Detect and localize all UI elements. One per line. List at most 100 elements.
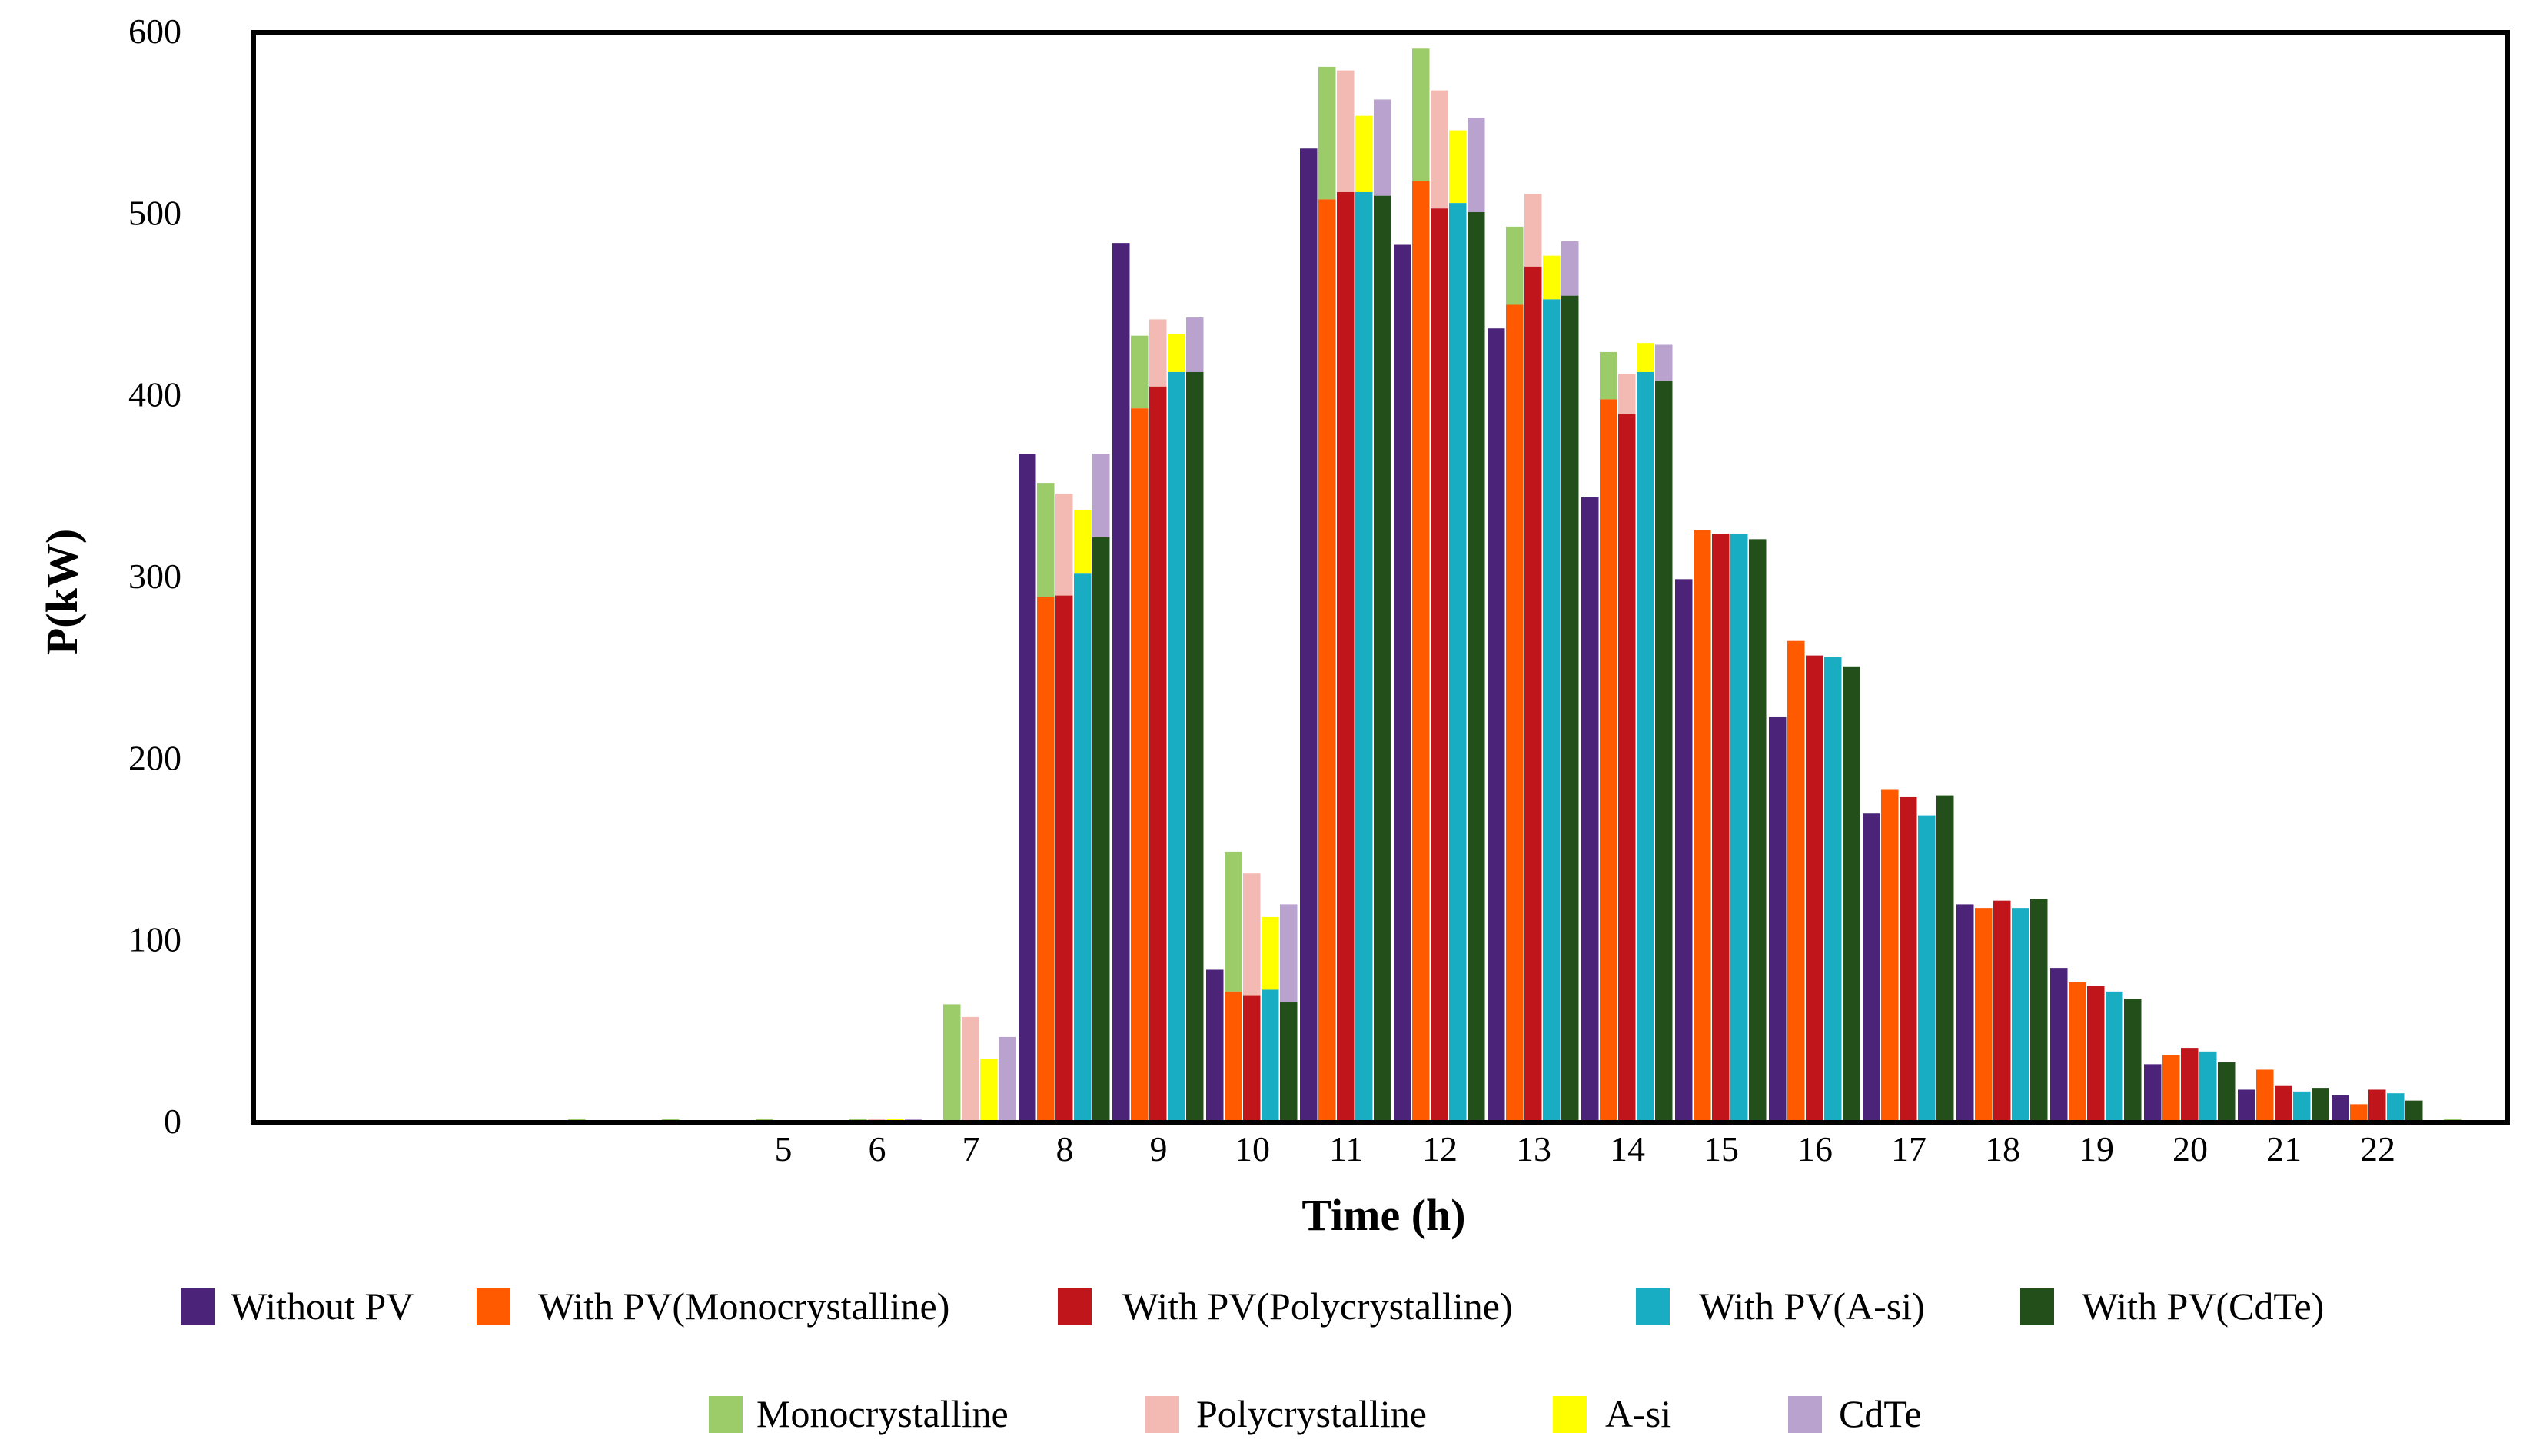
x-tick-label: 21 — [2266, 1129, 2302, 1168]
x-tick-label: 13 — [1516, 1129, 1551, 1168]
pv-bar-a-si-7 — [980, 1059, 998, 1122]
legend-swatch-cdte — [1788, 1396, 1822, 1433]
pv-bar-a-si-10 — [1262, 916, 1279, 990]
pv-bar-monocrystalline-12 — [1412, 48, 1430, 181]
bar-with-pv-polycrystalline-17 — [1900, 796, 1917, 1122]
pv-bar-cdte-12 — [1468, 118, 1485, 212]
bar-with-pv-cdte-20 — [2218, 1062, 2236, 1122]
bar-without-pv-9 — [1112, 243, 1130, 1122]
bar-without-pv-22 — [2332, 1095, 2349, 1122]
bar-with-pv-a-si-13 — [1543, 299, 1561, 1122]
pv-bar-monocrystalline-8 — [1037, 483, 1055, 597]
bar-with-pv-cdte-19 — [2124, 999, 2142, 1122]
pv-bar-monocrystalline-13 — [1506, 226, 1524, 305]
bar-with-pv-cdte-9 — [1186, 371, 1204, 1122]
bar-with-pv-a-si-9 — [1168, 371, 1185, 1122]
bar-with-pv-monocrystalline-20 — [2162, 1055, 2180, 1122]
pv-bar-cdte-10 — [1280, 904, 1298, 1003]
pv-bar-a-si-9 — [1168, 334, 1185, 372]
y-tick-label: 0 — [164, 1102, 181, 1141]
bar-without-pv-20 — [2144, 1064, 2162, 1122]
x-tick-labels: 5 6 7 8 9 10 11 12 13 14 15 16 17 18 19 20 21 22 — [775, 1129, 2396, 1168]
bar-without-pv-18 — [1956, 904, 1974, 1122]
legend-swatch-monocrystalline — [709, 1396, 743, 1433]
bar-without-pv-8 — [1019, 454, 1036, 1122]
legend-swatch-a-si — [1553, 1396, 1587, 1433]
pv-bar-polycrystalline-11 — [1337, 70, 1355, 192]
bar-with-pv-cdte-16 — [1843, 666, 1860, 1122]
y-tick-label: 600 — [128, 12, 181, 51]
bar-with-pv-monocrystalline-18 — [1975, 908, 1993, 1122]
x-tick-label: 12 — [1422, 1129, 1458, 1168]
legend-label-polycrystalline: Polycrystalline — [1196, 1392, 1427, 1435]
x-tick-label: 7 — [962, 1129, 980, 1168]
x-tick-label: 18 — [1985, 1129, 2020, 1168]
bar-without-pv-10 — [1206, 969, 1224, 1122]
bar-with-pv-cdte-11 — [1374, 195, 1391, 1123]
legend-label-a-si: A-si — [1605, 1392, 1671, 1435]
pv-bar-cdte-7 — [999, 1036, 1016, 1122]
bar-with-pv-polycrystalline-9 — [1149, 386, 1167, 1123]
bar-with-pv-monocrystalline-16 — [1787, 640, 1805, 1122]
x-tick-label: 16 — [1797, 1129, 1833, 1168]
bar-with-pv-monocrystalline-19 — [2069, 982, 2086, 1122]
bar-without-pv-14 — [1581, 497, 1599, 1122]
bar-with-pv-a-si-8 — [1074, 573, 1092, 1122]
x-tick-label: 8 — [1056, 1129, 1074, 1168]
bar-with-pv-cdte-14 — [1655, 381, 1673, 1122]
bar-with-pv-polycrystalline-12 — [1431, 208, 1448, 1122]
bar-with-pv-polycrystalline-19 — [2087, 986, 2105, 1122]
bar-with-pv-monocrystalline-13 — [1506, 304, 1524, 1122]
bar-with-pv-cdte-12 — [1468, 211, 1485, 1123]
legend-label-with-pv-a-si: With PV(A-si) — [1699, 1285, 1925, 1328]
x-tick-label: 14 — [1610, 1129, 1645, 1168]
bar-with-pv-polycrystalline-20 — [2181, 1048, 2199, 1122]
pv-bar-cdte-8 — [1092, 454, 1110, 538]
pv-bar-a-si-13 — [1543, 255, 1561, 300]
bar-with-pv-a-si-20 — [2199, 1051, 2217, 1122]
legend-label-without-pv: Without PV — [231, 1285, 414, 1328]
y-tick-label: 100 — [128, 920, 181, 959]
bar-with-pv-monocrystalline-9 — [1131, 408, 1149, 1122]
x-tick-label: 22 — [2360, 1129, 2395, 1168]
bar-with-pv-monocrystalline-12 — [1412, 181, 1430, 1122]
x-tick-label: 6 — [869, 1129, 886, 1168]
x-tick-label: 11 — [1329, 1129, 1363, 1168]
bar-with-pv-cdte-18 — [2030, 899, 2048, 1122]
legend-swatch-with-pv-cdte — [2020, 1288, 2054, 1325]
bar-with-pv-a-si-16 — [1824, 657, 1842, 1122]
pv-bar-cdte-14 — [1655, 344, 1673, 381]
x-tick-label: 5 — [775, 1129, 793, 1168]
bar-with-pv-a-si-18 — [2012, 908, 2029, 1122]
bar-without-pv-17 — [1863, 813, 1880, 1122]
bar-with-pv-monocrystalline-10 — [1225, 991, 1242, 1122]
bar-with-pv-polycrystalline-18 — [1993, 900, 2011, 1122]
x-tick-label: 17 — [1891, 1129, 1926, 1168]
bar-with-pv-polycrystalline-8 — [1055, 595, 1073, 1122]
bar-with-pv-polycrystalline-13 — [1524, 266, 1542, 1122]
pv-bar-polycrystalline-13 — [1524, 194, 1542, 267]
bar-with-pv-a-si-10 — [1262, 989, 1279, 1122]
bar-with-pv-monocrystalline-11 — [1318, 199, 1336, 1123]
bar-without-pv-15 — [1675, 579, 1693, 1122]
pv-bar-cdte-11 — [1374, 99, 1391, 196]
pv-bar-polycrystalline-14 — [1618, 374, 1636, 414]
bar-with-pv-monocrystalline-22 — [2350, 1104, 2368, 1122]
pv-bar-cdte-9 — [1186, 317, 1204, 372]
bar-with-pv-monocrystalline-17 — [1881, 789, 1899, 1122]
bar-with-pv-polycrystalline-22 — [2368, 1089, 2386, 1122]
x-axis-title: Time (h) — [1301, 1190, 1465, 1240]
pv-bar-monocrystalline-14 — [1600, 351, 1617, 400]
bar-with-pv-monocrystalline-14 — [1600, 399, 1617, 1122]
bar-with-pv-cdte-8 — [1092, 537, 1110, 1122]
plot-frame — [251, 30, 2510, 1125]
bar-with-pv-monocrystalline-8 — [1037, 597, 1055, 1122]
legend-swatch-with-pv-polycrystalline — [1058, 1288, 1092, 1325]
y-tick-label: 500 — [128, 193, 181, 232]
x-tick-label: 9 — [1150, 1129, 1168, 1168]
bar-with-pv-polycrystalline-10 — [1243, 995, 1261, 1122]
bar-with-pv-a-si-21 — [2293, 1091, 2311, 1122]
bar-with-pv-polycrystalline-11 — [1337, 191, 1355, 1122]
legend-label-with-pv-cdte: With PV(CdTe) — [2082, 1285, 2324, 1328]
y-axis-title: P(kW) — [37, 529, 87, 655]
